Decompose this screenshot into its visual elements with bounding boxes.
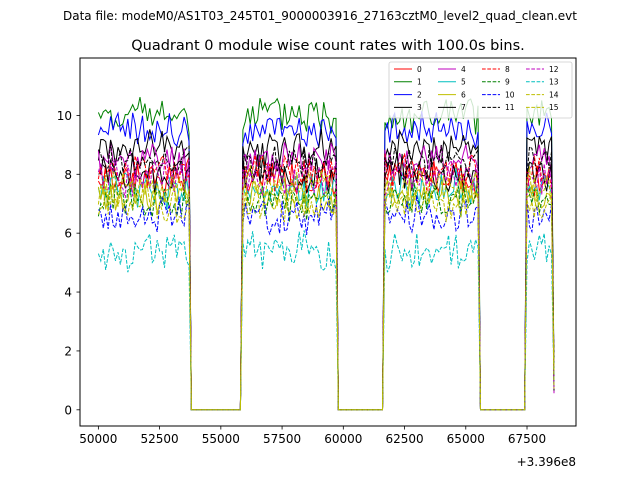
legend-frame [388,61,573,119]
x-offset-label: +3.396e8 [517,455,576,469]
axes-frame [79,57,577,427]
chart-title: Quadrant 0 module wise count rates with … [131,38,525,54]
legend-label: 14 [549,90,559,99]
legend-label: 2 [417,90,422,99]
y-axis: 0 2 4 6 8 10 [57,109,80,417]
x-tick-label: 57500 [263,432,301,446]
axes-background [80,58,576,426]
y-tick-label: 0 [64,403,72,417]
y-tick-label: 6 [64,227,72,241]
legend-label: 4 [461,65,466,74]
series-line-14 [97,184,555,411]
x-tick-label: 67500 [508,432,546,446]
series-layer [97,96,555,411]
x-tick-label: 62500 [385,432,423,446]
series-line-11 [97,142,555,411]
legend-label: 10 [505,90,515,99]
y-tick-label: 10 [57,109,72,123]
legend-label: 0 [417,65,422,74]
x-tick-label: 52500 [141,432,179,446]
legend-label: 6 [461,90,466,99]
legend-label: 11 [505,103,515,112]
legend-label: 3 [417,103,422,112]
x-tick-label: 50000 [79,432,117,446]
x-axis: 50000 52500 55000 57500 60000 62500 65000 67500 [79,426,546,446]
legend-label: 13 [549,78,559,87]
legend-label: 12 [549,65,559,74]
series-line-15 [97,164,555,411]
series-line-10 [98,195,555,411]
legend-label: 1 [417,78,422,87]
x-tick-label: 60000 [324,432,362,446]
suptitle: Data file: modeM0/AS1T03_245T01_90000039… [63,9,577,23]
legend-label: 15 [549,103,559,112]
legend-label: 9 [505,78,510,87]
series-line-12 [97,158,555,411]
y-tick-label: 8 [64,168,72,182]
legend-label: 8 [505,65,510,74]
series-line-3 [97,128,555,411]
plot-area [79,57,577,427]
series-line-2 [97,111,555,411]
y-tick-label: 4 [64,286,72,300]
legend-label: 7 [461,103,466,112]
x-tick-label: 55000 [202,432,240,446]
series-line-13 [97,230,555,411]
x-tick-label: 65000 [447,432,485,446]
legend-label: 5 [461,78,466,87]
y-tick-label: 2 [64,344,72,358]
